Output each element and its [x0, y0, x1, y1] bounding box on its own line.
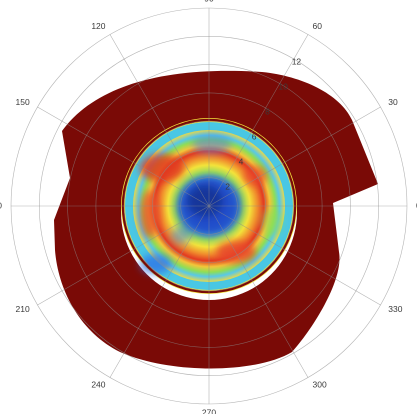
angular-grid-line	[208, 205, 381, 306]
angle-tick-label: 330	[388, 304, 402, 314]
angle-tick-label: 30	[388, 97, 398, 107]
angle-tick-label: 270	[202, 407, 216, 414]
angle-tick-label: 60	[313, 21, 323, 31]
angle-tick-label: 120	[91, 21, 105, 31]
angle-tick-label: 210	[16, 304, 30, 314]
angular-grid-line	[109, 34, 210, 207]
angular-grid-line	[37, 106, 210, 207]
angular-grid-line	[37, 205, 210, 306]
radial-tick-label: 2	[225, 181, 230, 191]
outer-saturated-region	[54, 70, 378, 369]
angle-tick-label: 240	[91, 380, 105, 390]
radial-tick-label: 12	[292, 56, 302, 66]
radial-tick-label: 4	[239, 156, 244, 166]
angle-tick-label: 300	[313, 380, 327, 390]
angular-grid-line	[208, 34, 309, 207]
radial-tick-label: 8	[265, 106, 270, 116]
radial-tick-label: 10	[278, 81, 288, 91]
angle-tick-label: 150	[16, 97, 30, 107]
angular-grid-line	[109, 205, 210, 378]
angular-grid-line	[208, 205, 309, 378]
angle-tick-label: 180	[0, 200, 2, 210]
radial-tick-label: 6	[252, 131, 257, 141]
angular-grid-line	[208, 106, 381, 207]
polar-grid	[10, 7, 408, 405]
angle-tick-label: 90	[204, 0, 214, 3]
